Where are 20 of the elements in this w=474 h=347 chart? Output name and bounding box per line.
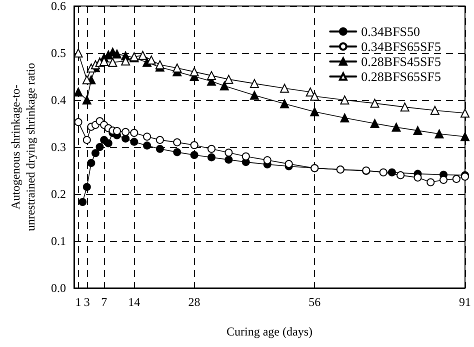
x-tick-label: 1: [75, 295, 82, 309]
y-axis-title: Autogenous shrinkage-to- unrestrained drying shrinkage ratio: [8, 62, 38, 232]
x-axis-title: Curing age (days): [226, 324, 312, 338]
legend-label: 0.28BFS65SF5: [361, 69, 442, 84]
x-tick-label: 56: [308, 295, 321, 309]
x-tick-label: 91: [459, 295, 471, 309]
y-tick-label: 0.4: [51, 93, 66, 107]
x-tick-label: 14: [128, 295, 140, 309]
y-tick-label: 0.2: [51, 187, 66, 201]
y-tick-label: 0.6: [51, 0, 66, 13]
y-tick-label: 0.1: [51, 234, 66, 248]
x-tick-label: 3: [84, 295, 90, 309]
y-tick-label: 0.3: [51, 140, 66, 154]
legend-label: 0.34BFS65SF5: [361, 39, 442, 54]
x-tick-label: 7: [101, 295, 108, 309]
x-tick-label: 28: [188, 295, 200, 309]
y-tick-label: 0.0: [51, 281, 66, 295]
y-tick-label: 0.5: [51, 46, 66, 60]
legend-label: 0.34BFS50: [361, 24, 420, 39]
legend-label: 0.28BFS45SF5: [361, 54, 442, 69]
